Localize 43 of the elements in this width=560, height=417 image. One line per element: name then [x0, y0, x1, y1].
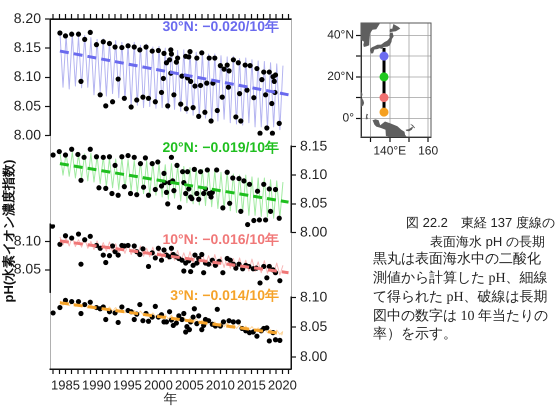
y-tick-label: 8.10: [14, 68, 42, 84]
point: [380, 108, 389, 117]
point: [380, 52, 389, 61]
y-tick-label: 8.05: [14, 97, 42, 114]
y-tick-label: 8.15: [300, 137, 328, 154]
annotation: 10°N: −0.016/10年: [162, 231, 279, 247]
y-tick-label: 8.05: [14, 260, 42, 277]
y-tick-label: 8.10: [300, 288, 328, 304]
x-tick-label: 160: [418, 144, 438, 158]
x-tick-label: 1990: [82, 377, 111, 392]
y-tick-label: 8.10: [14, 232, 42, 248]
point: [380, 72, 389, 82]
y-tick-label: 8.10: [300, 166, 328, 182]
y-tick-label: 8.05: [300, 318, 328, 334]
x-tick-label: 2020: [268, 377, 297, 392]
x-tick-label: 2005: [174, 377, 204, 392]
y-tick-label: 0°: [342, 110, 354, 125]
y-tick-label: 8.00: [300, 223, 328, 240]
y-tick-label: 8.00: [300, 348, 328, 364]
y-tick-label: 40°N: [327, 28, 354, 42]
annotation: 20°N: −0.019/10年: [162, 139, 279, 155]
text: 測値から計算した pH、細線: [373, 270, 548, 288]
x-tick-label: 2010: [206, 377, 235, 392]
text: 率）を示す。: [373, 326, 457, 344]
x-tick-label: 140°E: [373, 144, 406, 158]
x-tick-label: 2015: [236, 377, 266, 392]
text: て得られた pH、破線は長期: [373, 289, 548, 307]
caption: 図 22.2 東経 137 度線の: [406, 214, 555, 232]
annotation: 30°N: −0.020/10年: [162, 18, 279, 34]
text: 表面海水 pH の長期: [430, 233, 545, 251]
y-tick-label: 8.15: [14, 39, 42, 56]
y-tick-label: 8.20: [14, 10, 42, 26]
annotation: 3°N: −0.014/10年: [170, 287, 279, 303]
y-tick-label: 8.05: [300, 194, 328, 211]
x-axis-title: 年: [164, 390, 178, 406]
text: 黒丸は表面海水中の二酸化: [373, 251, 541, 269]
x-tick-label: 1995: [112, 377, 142, 392]
text: 図中の数字は 10 年当たりの: [373, 308, 548, 326]
x-tick-label: 2000: [144, 377, 173, 392]
point: [380, 93, 389, 102]
x-tick-label: 1985: [51, 377, 80, 392]
y-tick-label: 20°N: [327, 69, 354, 84]
y-tick-label: 8.00: [14, 126, 42, 142]
